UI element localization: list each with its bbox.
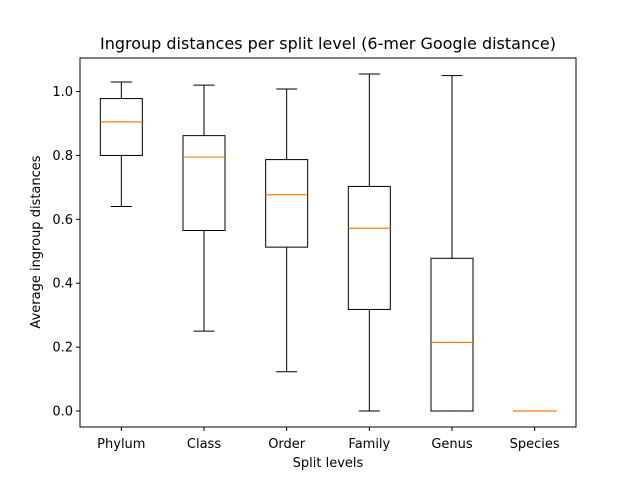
chart-title: Ingroup distances per split level (6-mer… — [100, 34, 556, 53]
box-phylum — [99, 81, 143, 208]
iqr-box — [182, 135, 226, 232]
y-tick-label: 0.6 — [52, 213, 73, 228]
x-tick-label: Class — [187, 437, 221, 452]
box-order — [265, 88, 309, 373]
y-tick-label: 0.4 — [52, 277, 73, 292]
axes-frame — [79, 57, 577, 428]
iqr-box — [430, 257, 474, 412]
iqr-box — [265, 159, 309, 248]
iqr-box — [347, 185, 391, 310]
x-tick-label: Order — [268, 437, 306, 452]
y-axis: 0.0 0.2 0.4 0.6 0.8 1.0 — [52, 85, 80, 420]
y-tick-label: 0.2 — [52, 341, 73, 356]
plot-area — [99, 73, 557, 412]
y-tick-label: 0.0 — [52, 405, 73, 420]
x-tick-label: Species — [510, 437, 560, 452]
x-tick-label: Phylum — [97, 437, 145, 452]
y-axis-label: Average ingroup distances — [29, 155, 44, 328]
box-family — [347, 73, 391, 412]
x-tick-label: Genus — [431, 437, 473, 452]
x-axis: Phylum Class Order Family Genus Species — [97, 427, 560, 452]
box-class — [182, 84, 226, 332]
x-axis-label: Split levels — [293, 456, 364, 471]
y-tick-label: 1.0 — [52, 85, 73, 100]
box-genus — [430, 75, 474, 412]
x-tick-label: Family — [348, 437, 390, 452]
iqr-box — [99, 98, 143, 156]
y-tick-label: 0.8 — [52, 149, 73, 164]
